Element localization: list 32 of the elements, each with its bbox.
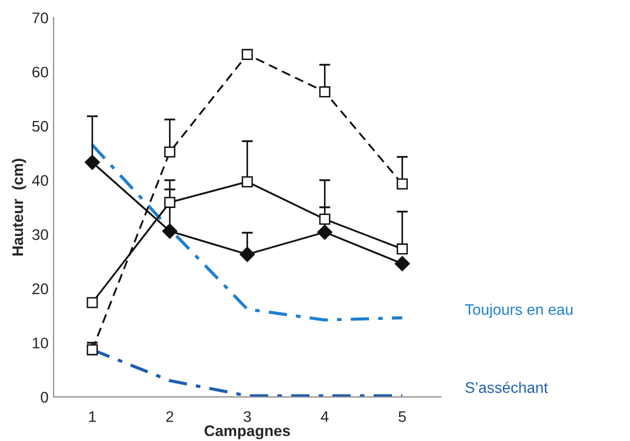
y-tick-label: 60 [32,66,48,78]
y-tick-label: 50 [32,120,48,132]
text: Toujours en eau [465,304,572,318]
point [86,344,98,356]
y-tick-label: 0 [40,392,48,403]
point [162,224,178,239]
y-tick-label: 70 [32,12,48,24]
point [84,154,100,170]
x-axis-title: Campagnes [204,425,290,440]
x-tick-label: 3 [244,411,251,422]
point [240,246,255,262]
x-tick-label: 5 [398,411,406,422]
point [396,178,408,190]
point [317,224,332,240]
point [394,256,410,272]
point [242,48,253,60]
x-tick-label: 1 [89,411,96,422]
point [396,243,408,255]
text: S’asséchant [465,382,548,393]
x-tick-label: 2 [166,411,174,422]
y-axis-title: Hauteur (cm) [12,158,26,256]
point [319,214,330,225]
point [164,196,176,208]
point [86,297,98,308]
point [164,146,176,158]
y-tick-label: 30 [32,229,48,240]
point [319,86,330,98]
point [242,176,253,188]
x-tick-label: 4 [320,411,329,422]
y-tick-label: 40 [32,175,48,186]
y-tick-label: 20 [32,283,48,294]
y-tick-label: 10 [32,338,48,348]
